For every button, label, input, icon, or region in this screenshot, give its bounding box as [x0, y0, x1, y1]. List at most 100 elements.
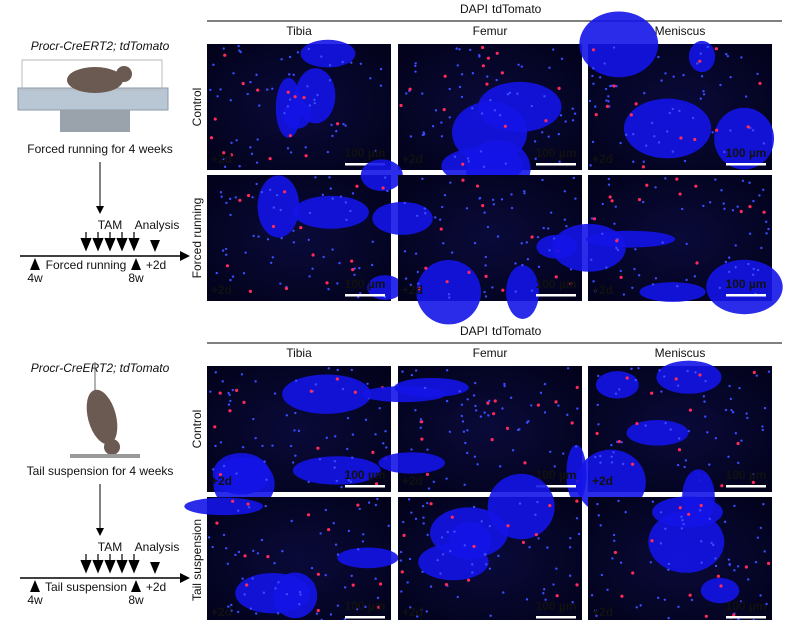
nucleus: [708, 517, 711, 521]
time-label: +2d: [592, 152, 613, 166]
nucleus: [727, 455, 730, 459]
scale-bar: [536, 294, 576, 297]
nucleus: [247, 506, 251, 509]
nucleus: [349, 480, 353, 483]
nucleus: [224, 247, 228, 251]
nucleus: [328, 64, 332, 67]
nucleus: [620, 441, 623, 444]
red-cell: [228, 409, 232, 413]
nucleus: [382, 442, 385, 445]
nucleus: [656, 596, 660, 600]
nucleus: [320, 55, 323, 58]
nucleus: [719, 83, 722, 87]
nucleus: [521, 263, 524, 267]
nucleus: [399, 550, 403, 554]
nucleus: [344, 201, 348, 204]
nucleus: [727, 270, 731, 274]
red-cell: [225, 264, 230, 268]
nucleus: [738, 386, 741, 390]
red-cell: [466, 578, 471, 582]
nucleus: [474, 409, 478, 412]
scale-label: 100 µm: [345, 468, 386, 482]
nucleus: [568, 546, 572, 549]
nucleus: [307, 480, 310, 484]
nucleus: [610, 443, 613, 447]
nucleus: [378, 406, 381, 410]
red-cell: [620, 594, 624, 598]
red-cell: [736, 441, 740, 446]
nucleus: [216, 95, 219, 98]
red-cell: [500, 71, 504, 75]
nucleus: [231, 275, 235, 278]
nucleus: [544, 598, 547, 601]
time-label: +2d: [211, 474, 232, 488]
nucleus: [387, 524, 390, 528]
scale-label: 100 µm: [345, 277, 386, 291]
nucleus: [557, 404, 560, 407]
nucleus: [251, 577, 254, 580]
blue-region: [360, 159, 403, 192]
nucleus: [498, 465, 502, 468]
red-cell: [485, 82, 489, 86]
nucleus: [577, 532, 581, 536]
nucleus: [534, 157, 537, 160]
nucleus: [634, 378, 637, 382]
nucleus: [635, 606, 638, 609]
red-cell: [235, 388, 239, 392]
nucleus: [566, 413, 569, 417]
nucleus: [290, 519, 293, 523]
nucleus: [471, 563, 474, 566]
nucleus: [509, 396, 513, 399]
nucleus: [702, 204, 705, 208]
nucleus: [510, 206, 514, 210]
nucleus: [310, 566, 314, 570]
nucleus: [718, 286, 722, 290]
nucleus: [526, 258, 530, 261]
nucleus: [226, 562, 230, 565]
nucleus: [549, 450, 552, 453]
nucleus: [374, 577, 377, 580]
nucleus: [279, 282, 282, 285]
nucleus: [657, 141, 661, 144]
nucleus: [469, 48, 472, 52]
nucleus: [250, 152, 254, 156]
red-cell: [213, 117, 217, 121]
nucleus: [484, 255, 487, 259]
nucleus: [660, 390, 663, 393]
micrograph: +2d 100 µm: [207, 159, 404, 301]
nucleus: [736, 205, 739, 208]
nucleus: [328, 79, 332, 82]
nucleus: [229, 98, 232, 102]
nucleus: [258, 104, 261, 107]
nucleus: [681, 519, 684, 522]
nucleus: [473, 241, 477, 245]
nucleus: [448, 296, 451, 299]
nucleus: [552, 583, 555, 586]
tam-arrow: [104, 232, 116, 252]
nucleus: [297, 429, 301, 433]
nucleus: [495, 78, 498, 82]
tam-arrow: [128, 554, 140, 574]
nucleus: [690, 598, 694, 602]
red-cell: [309, 389, 313, 393]
nucleus: [335, 479, 339, 483]
nucleus: [618, 388, 621, 391]
scale-bar: [726, 163, 766, 166]
nucleus: [442, 242, 445, 245]
nucleus: [560, 57, 564, 60]
blue-region: [293, 195, 369, 229]
nucleus: [321, 193, 325, 197]
nucleus: [260, 538, 264, 542]
micrograph: +2d 100 µm: [184, 497, 399, 620]
nucleus: [443, 193, 447, 197]
nucleus: [549, 211, 553, 214]
nucleus: [426, 501, 429, 505]
nucleus: [694, 371, 697, 374]
nucleus: [565, 225, 568, 228]
micrograph: +2d 100 µm: [207, 39, 391, 170]
red-cell: [617, 439, 621, 444]
blue-region: [656, 360, 722, 394]
nucleus: [369, 77, 372, 80]
nucleus: [225, 201, 228, 205]
nucleus: [633, 267, 636, 271]
